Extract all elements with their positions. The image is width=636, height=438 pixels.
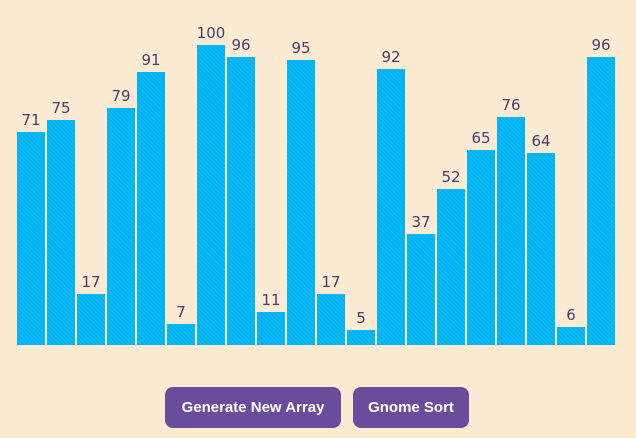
bar-9 [287,60,315,345]
bar-label-15: 65 [471,129,491,147]
bar-0 [17,132,45,345]
bar-label-13: 37 [411,213,431,231]
bar-label-17: 64 [531,132,551,150]
bar-19 [587,57,615,345]
bar-label-10: 17 [321,273,341,291]
bar-3 [107,108,135,345]
bar-6 [197,45,225,345]
bar-10 [317,294,345,345]
bar-16 [497,117,525,345]
bar-18 [557,327,585,345]
bar-label-0: 71 [21,111,41,129]
bar-15 [467,150,495,345]
bar-label-11: 5 [356,309,366,327]
bar-label-14: 52 [441,168,461,186]
bar-label-8: 11 [261,291,281,309]
bar-13 [407,234,435,345]
bar-label-9: 95 [291,39,311,57]
bar-17 [527,153,555,345]
bar-label-18: 6 [566,306,576,324]
bar-1 [47,120,75,345]
bar-label-6: 100 [196,24,226,42]
bar-2 [77,294,105,345]
bar-14 [437,189,465,345]
bar-label-5: 7 [176,303,186,321]
bar-label-2: 17 [81,273,101,291]
bar-12 [377,69,405,345]
bar-label-12: 92 [381,48,401,66]
bar-5 [167,324,195,345]
bar-label-16: 76 [501,96,521,114]
bar-4 [137,72,165,345]
bar-label-4: 91 [141,51,161,69]
bar-11 [347,330,375,345]
bar-8 [257,312,285,345]
bar-label-19: 96 [591,36,611,54]
gnome-sort-button[interactable]: Gnome Sort [353,387,469,428]
bar-label-3: 79 [111,87,131,105]
bar-label-7: 96 [231,36,251,54]
bar-7 [227,57,255,345]
bar-label-1: 75 [51,99,71,117]
generate-new-array-button[interactable]: Generate New Array [165,387,341,428]
